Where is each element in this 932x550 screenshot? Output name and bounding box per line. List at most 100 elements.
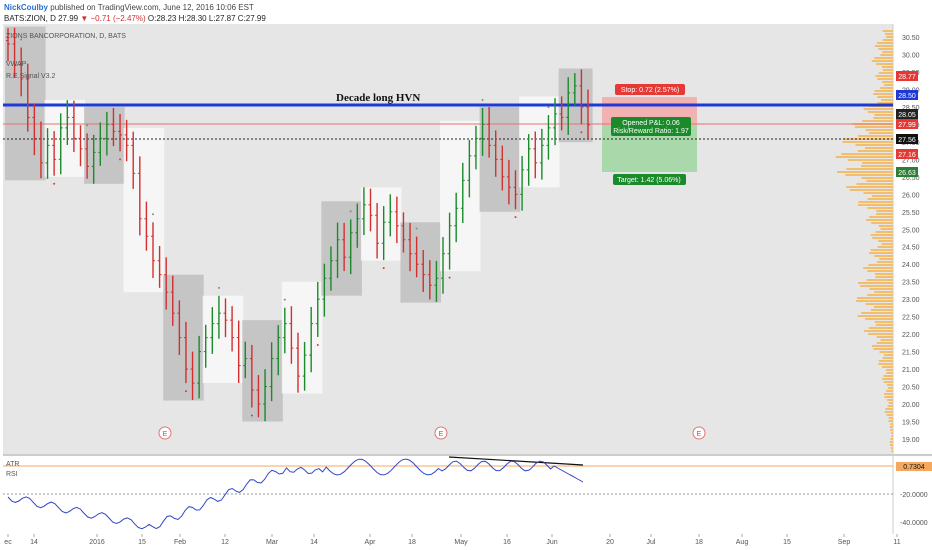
volume-bar xyxy=(882,39,893,41)
signal-box xyxy=(163,274,204,401)
atr-value-tag xyxy=(896,462,932,471)
volume-bar xyxy=(863,108,893,110)
signal-dot xyxy=(20,38,23,41)
price-tag: 27.16 xyxy=(896,149,918,159)
volume-bar xyxy=(857,150,893,152)
price-tick: 22.50 xyxy=(902,315,920,322)
hvn-label: Decade long HVN xyxy=(336,92,420,104)
earnings-marker-1[interactable]: E xyxy=(158,426,172,440)
volume-bar xyxy=(878,360,893,362)
volume-bar xyxy=(885,369,893,371)
volume-bar xyxy=(885,408,893,410)
time-tick: Sep xyxy=(838,539,851,546)
price-tick: 30.50 xyxy=(902,35,920,42)
high-value: H:28.30 xyxy=(178,14,207,23)
volume-bar xyxy=(886,390,893,392)
volume-bar xyxy=(881,378,893,380)
volume-bar xyxy=(874,291,893,293)
volume-bar xyxy=(875,75,893,77)
opened-pl-label: Opened P&L: 0.06 xyxy=(622,120,680,127)
volume-bar xyxy=(874,255,893,257)
signal-box xyxy=(400,222,441,303)
volume-bar xyxy=(862,120,893,122)
volume-bar xyxy=(874,57,893,59)
legend-signal: R.E.Signal V3.2 xyxy=(6,73,56,80)
rsi-tick-20: -20.0000 xyxy=(900,492,928,499)
volume-bar xyxy=(846,186,893,188)
volume-bar xyxy=(871,222,893,224)
volume-bar xyxy=(874,321,893,323)
price-tick: 30.00 xyxy=(902,52,920,59)
volume-bar xyxy=(875,324,893,326)
signal-dot xyxy=(547,106,550,109)
volume-bar xyxy=(856,300,893,302)
volume-bar xyxy=(872,237,893,239)
volume-bar xyxy=(882,69,893,71)
volume-bar xyxy=(871,345,893,347)
signal-box xyxy=(5,26,46,181)
volume-bar xyxy=(861,165,893,167)
stop-label-bg xyxy=(615,84,685,95)
price-tick: 19.50 xyxy=(902,420,920,427)
target-label: Target: 1.42 (5.06%) xyxy=(617,177,680,184)
signal-box xyxy=(123,127,165,293)
volume-bar xyxy=(877,246,893,248)
time-tick: 12 xyxy=(221,539,229,546)
volume-bar xyxy=(879,258,893,260)
volume-bar xyxy=(875,231,893,233)
rsi-tick-40: -40.0000 xyxy=(900,520,928,527)
price-tick: 21.50 xyxy=(902,350,920,357)
signal-dot xyxy=(250,414,253,417)
volume-bar xyxy=(882,30,893,32)
volume-bar xyxy=(877,102,893,104)
signal-box xyxy=(202,295,244,384)
earnings-marker-3[interactable]: E xyxy=(692,426,706,440)
time-tick: 14 xyxy=(310,539,318,546)
author-link[interactable]: NickCoulby xyxy=(4,3,49,12)
volume-bar xyxy=(883,354,893,356)
signal-dot xyxy=(86,124,89,127)
time-tick: ec xyxy=(4,539,12,546)
volume-bar xyxy=(875,276,893,278)
signal-dot xyxy=(448,276,451,279)
volume-bar xyxy=(888,402,893,404)
price-tag: 28.05 xyxy=(896,109,918,119)
price-tick: 26.00 xyxy=(902,192,920,199)
last-price: 27.99 xyxy=(58,14,79,23)
published-text: published on TradingView.com, June 12, 2… xyxy=(50,3,254,12)
signal-dot xyxy=(580,131,583,134)
earnings-marker-2[interactable]: E xyxy=(434,426,448,440)
svg-text:28.50: 28.50 xyxy=(898,93,916,100)
price-tag: 28.77 xyxy=(896,71,918,81)
signal-box xyxy=(242,320,283,422)
volume-bar xyxy=(878,48,893,50)
volume-bar xyxy=(866,180,893,182)
volume-bar xyxy=(886,372,893,374)
time-axis[interactable]: ec 14 2016 15 Feb 12 Mar 14 Apr 18 May 16 Jun 20 Jul 18… xyxy=(4,534,901,546)
volume-bar xyxy=(846,168,893,170)
volume-bar xyxy=(881,366,893,368)
low-value: L:27.87 xyxy=(208,14,236,23)
chart-title: ZIONS BANCORPORATION, D, BATS xyxy=(6,33,126,40)
signal-box xyxy=(321,201,362,296)
volume-bar xyxy=(874,45,893,47)
time-tick: 15 xyxy=(783,539,791,546)
signal-dot xyxy=(382,267,385,270)
volume-bar xyxy=(874,114,893,116)
volume-bar xyxy=(867,294,893,296)
volume-bar xyxy=(877,78,893,80)
price-tick: 19.00 xyxy=(902,437,920,444)
volume-bar xyxy=(881,243,893,245)
rsi-label: RSI xyxy=(6,471,18,478)
volume-bar xyxy=(888,420,893,422)
time-tick: May xyxy=(454,539,468,546)
volume-bar xyxy=(877,96,893,98)
price-tick: 26.50 xyxy=(902,175,920,182)
price-tick: 24.00 xyxy=(902,262,920,269)
volume-bar xyxy=(878,225,893,227)
rsi-pane[interactable] xyxy=(3,456,893,534)
volume-bar xyxy=(865,129,893,131)
signal-box xyxy=(281,281,323,394)
volume-bar xyxy=(867,270,893,272)
